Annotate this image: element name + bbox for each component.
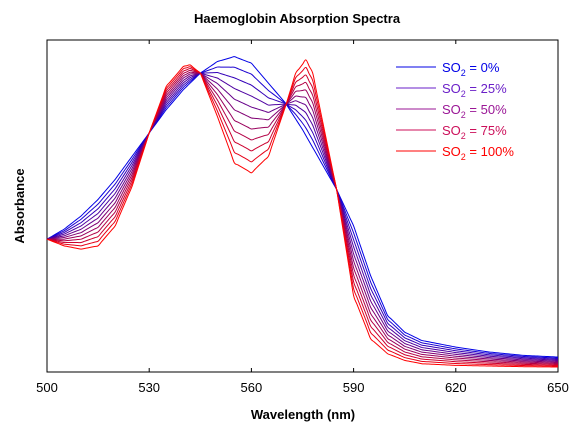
series-line-so2-30 xyxy=(46,72,559,361)
x-tick-label: 620 xyxy=(445,380,467,395)
series-line-so2-40 xyxy=(46,72,559,362)
x-tick-label: 560 xyxy=(241,380,263,395)
legend-label: SO2 = 0% xyxy=(442,60,500,78)
series-line-so2-0 xyxy=(46,56,559,358)
x-axis-label: Wavelength (nm) xyxy=(251,407,355,422)
legend: SO2 = 0% SO2 = 25% SO2 = 50% SO2 = 75% SO2 =… xyxy=(396,60,514,162)
series-layer xyxy=(46,56,559,368)
series-line-so2-10 xyxy=(46,66,559,359)
chart-title: Haemoglobin Absorption Spectra xyxy=(194,11,401,26)
series-line-so2-80 xyxy=(46,68,559,366)
series-line-so2-60 xyxy=(47,71,559,364)
legend-label: SO2 = 50% xyxy=(442,102,507,120)
series-line-so2-90 xyxy=(46,66,559,367)
legend-label: SO2 = 25% xyxy=(442,81,507,99)
series-line-so2-100 xyxy=(46,59,559,368)
series-line-so2-50 xyxy=(46,72,559,363)
x-tick-label: 530 xyxy=(138,380,160,395)
legend-label: SO2 = 75% xyxy=(442,123,507,141)
series-line-so2-20 xyxy=(46,71,559,360)
x-axis-ticks: 500 530 560 590 620 650 xyxy=(36,40,569,395)
x-tick-label: 590 xyxy=(343,380,365,395)
x-tick-label: 650 xyxy=(547,380,569,395)
y-axis-label: Absorbance xyxy=(12,168,27,243)
x-tick-label: 500 xyxy=(36,380,58,395)
plot-frame xyxy=(46,39,559,373)
legend-label: SO2 = 100% xyxy=(442,144,514,162)
series-line-so2-70 xyxy=(46,69,559,365)
